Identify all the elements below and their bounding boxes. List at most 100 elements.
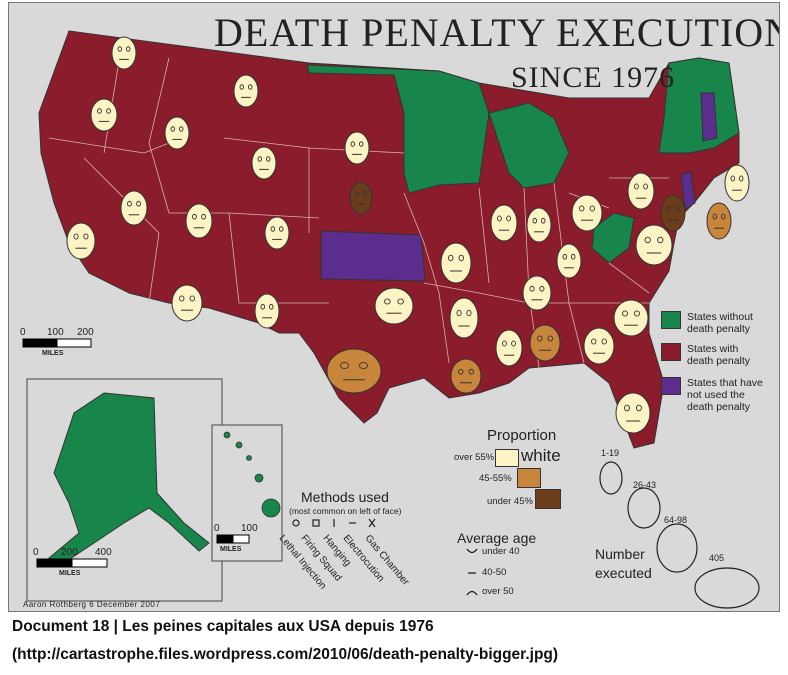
face-marker xyxy=(344,131,370,165)
face-marker xyxy=(660,194,686,232)
scale-main-tick-0: 0 xyxy=(20,327,26,338)
proportion-title: Proportion xyxy=(487,427,557,444)
scale-alaska-unit: MILES xyxy=(59,570,81,577)
face-marker xyxy=(495,329,523,367)
proportion-label-1: over 55% xyxy=(454,452,495,463)
face-marker xyxy=(326,348,382,394)
scale-alaska-tick-1: 200 xyxy=(61,547,78,558)
face-marker xyxy=(613,299,649,337)
face-marker xyxy=(90,98,118,132)
face-marker xyxy=(615,392,651,434)
region-new-england xyxy=(658,57,740,154)
face-marker xyxy=(583,327,615,365)
methods-title: Methods used xyxy=(301,489,389,505)
face-marker xyxy=(724,164,750,202)
hawaii xyxy=(223,431,281,518)
face-marker xyxy=(529,324,561,362)
face-marker xyxy=(349,181,373,215)
face-marker xyxy=(571,194,603,232)
face-marker xyxy=(233,74,259,108)
legend-without: States without death penalty xyxy=(661,311,753,335)
scale-hawaii-tick-1: 100 xyxy=(241,523,258,534)
legend-swatch-without xyxy=(661,311,681,329)
face-marker xyxy=(374,287,414,325)
caption-line1: Document 18 | Les peines capitales aux U… xyxy=(12,618,434,635)
proportion-swatch-2 xyxy=(517,468,541,488)
proportion-label-3: under 45% xyxy=(487,496,533,507)
face-marker xyxy=(264,216,290,250)
number-label-2: 26-43 xyxy=(633,480,657,490)
number-label-3: 64-98 xyxy=(664,515,688,525)
scale-alaska-tick-0: 0 xyxy=(33,547,39,558)
alaska xyxy=(47,392,210,564)
proportion-word: white xyxy=(521,446,561,465)
age-label-2: 40-50 xyxy=(482,567,507,578)
map-title: DEATH PENALTY EXECUTIONS xyxy=(214,10,780,55)
credit: Aaron Rothberg 6 December 2007 xyxy=(23,600,161,609)
caption-line2: (http://cartastrophe.files.wordpress.com… xyxy=(12,646,559,663)
number-ellipses xyxy=(599,461,760,609)
face-marker xyxy=(627,172,655,210)
number-title-line2: executed xyxy=(595,565,652,581)
legend-swatch-notused xyxy=(661,377,681,395)
face-marker xyxy=(556,243,582,279)
face-marker xyxy=(120,190,148,226)
face-markers xyxy=(66,36,750,434)
legend-notused-line2: not used the xyxy=(687,389,745,401)
region-new-jersey xyxy=(680,170,696,210)
scale-bar-main xyxy=(22,338,92,348)
scale-hawaii-unit: MILES xyxy=(220,546,242,553)
face-marker xyxy=(450,358,482,394)
scale-bar-hawaii xyxy=(216,534,250,544)
face-marker xyxy=(185,203,213,239)
age-title: Average age xyxy=(457,530,537,546)
legend-notused-line3: death penalty xyxy=(687,401,751,413)
usa-map xyxy=(22,30,760,609)
face-marker xyxy=(164,116,190,150)
scale-main-unit: MILES xyxy=(42,350,64,357)
legend-notused: States that have not used the death pena… xyxy=(661,377,763,413)
face-marker xyxy=(706,202,732,240)
legend-swatch-with xyxy=(661,343,681,361)
methods-subtitle: (most common on left of face) xyxy=(289,506,402,516)
scale-main-tick-2: 200 xyxy=(77,327,94,338)
face-marker xyxy=(490,204,518,242)
proportion-swatch-1 xyxy=(495,449,519,467)
map-frame: DEATH PENALTY EXECUTIONS SINCE 1976 Stat… xyxy=(8,2,780,612)
face-marker xyxy=(449,297,479,339)
face-marker xyxy=(635,224,673,266)
face-marker xyxy=(440,242,472,284)
scale-hawaii-tick-0: 0 xyxy=(214,523,220,534)
legend-with-line1: States with xyxy=(687,343,739,355)
number-label-1: 1-19 xyxy=(601,448,620,458)
map-subtitle: SINCE 1976 xyxy=(511,61,676,94)
face-marker xyxy=(251,146,277,180)
scale-alaska-tick-2: 400 xyxy=(95,547,112,558)
legend-with-line2: death penalty xyxy=(687,355,751,367)
scale-bar-alaska xyxy=(36,558,108,568)
region-west-virginia xyxy=(591,212,635,264)
legend-without-line2: death penalty xyxy=(687,323,751,335)
face-marker xyxy=(522,275,552,311)
face-marker xyxy=(526,207,552,243)
region-kansas xyxy=(320,230,426,282)
method-symbols xyxy=(292,518,376,528)
region-new-hampshire xyxy=(700,92,718,142)
region-upper-midwest xyxy=(306,64,490,194)
region-michigan xyxy=(488,102,570,189)
proportion-swatch-3 xyxy=(535,489,561,509)
age-label-3: over 50 xyxy=(482,586,514,597)
proportion-label-2: 45-55% xyxy=(479,473,512,484)
legend-without-line1: States without xyxy=(687,311,753,323)
face-marker xyxy=(111,36,137,70)
age-label-1: under 40 xyxy=(482,546,520,557)
face-marker xyxy=(254,293,280,329)
face-marker xyxy=(171,284,203,322)
scale-main-tick-1: 100 xyxy=(47,327,64,338)
number-label-4: 405 xyxy=(709,553,725,563)
face-marker xyxy=(66,222,96,260)
legend-with: States with death penalty xyxy=(661,343,750,367)
age-mouth-symbols xyxy=(466,548,478,596)
legend-notused-line1: States that have xyxy=(687,377,763,389)
number-title-line1: Number xyxy=(595,546,645,562)
